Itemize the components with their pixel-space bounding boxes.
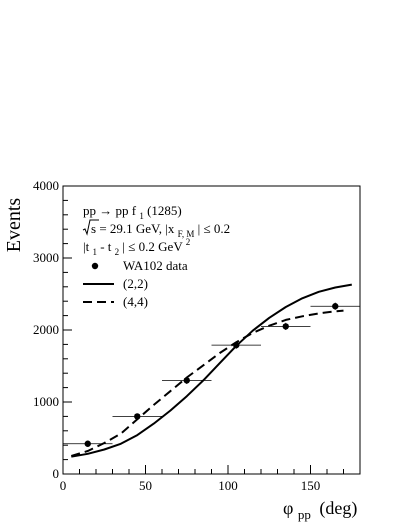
annotation-energy-root: s xyxy=(91,221,96,236)
x-axis-label: φ pp (deg) xyxy=(283,498,357,523)
y-tick-label: 1000 xyxy=(33,394,59,409)
data-point xyxy=(261,322,311,330)
annotation-t-cut-b-sub: 2 xyxy=(115,247,120,257)
series-line-2-2 xyxy=(71,283,352,458)
annotation-t-cut-a: |t xyxy=(83,239,90,254)
y-axis-label: Events xyxy=(3,198,25,253)
annotation-t-cut: |t 1 - t 2 | ≤ 0.2 GeV 2 xyxy=(83,237,190,258)
annotation-reaction-main: pp → pp f xyxy=(83,203,137,218)
x-tick-label: 50 xyxy=(139,478,152,493)
annotation-t-cut-a-sub: 1 xyxy=(92,247,97,257)
data-point xyxy=(63,440,113,447)
axes: 0 50 100 150 0 1000 2000 3000 4000 xyxy=(33,178,361,493)
annotation-energy-sub: F, M xyxy=(178,229,195,239)
data-point xyxy=(211,341,261,349)
data-point xyxy=(162,376,212,384)
annotation-reaction-tail: (1285) xyxy=(147,203,182,218)
x-tick-label: 150 xyxy=(301,478,321,493)
annotation-t-cut-b: - t xyxy=(100,239,112,254)
data-marker xyxy=(84,440,91,447)
annotation-energy-mid: = 29.1 GeV, |x xyxy=(99,221,175,236)
annotation-energy: s = 29.1 GeV, |x F, M | ≤ 0.2 xyxy=(91,221,230,240)
plot-marks xyxy=(63,283,360,458)
legend-marker-data xyxy=(91,262,99,270)
x-axis-label-subscript: pp xyxy=(298,507,311,522)
legend-label-solid: (2,2) xyxy=(123,276,148,291)
y-tick-label: 0 xyxy=(53,466,60,481)
series-line-4-4 xyxy=(71,309,344,457)
data-point xyxy=(310,302,360,310)
sqrt-symbol xyxy=(82,219,99,236)
annotation-reaction: pp → pp f 1 (1285) xyxy=(83,203,182,222)
legend-label-data: WA102 data xyxy=(123,258,188,273)
x-tick-label: 100 xyxy=(218,478,238,493)
y-tick-label: 3000 xyxy=(33,250,59,265)
x-axis-label-unit: (deg) xyxy=(319,498,357,519)
data-marker xyxy=(282,323,289,330)
data-marker xyxy=(233,341,240,349)
data-marker xyxy=(134,413,141,420)
y-tick-label: 4000 xyxy=(33,178,59,193)
y-tick-label: 2000 xyxy=(33,322,59,337)
data-marker xyxy=(332,303,339,310)
annotation-t-cut-c: | ≤ 0.2 GeV xyxy=(122,239,183,254)
annotation-t-cut-sup: 2 xyxy=(186,237,191,247)
x-tick-label: 0 xyxy=(60,478,67,493)
legend-label-dashed: (4,4) xyxy=(123,294,148,309)
data-marker xyxy=(183,377,190,384)
legend: WA102 data (2,2) (4,4) xyxy=(83,258,188,309)
data-point xyxy=(112,413,162,420)
x-axis-label-symbol: φ xyxy=(283,498,293,518)
annotation-energy-tail: | ≤ 0.2 xyxy=(198,221,231,236)
annotation-reaction-sub: 1 xyxy=(139,211,144,221)
